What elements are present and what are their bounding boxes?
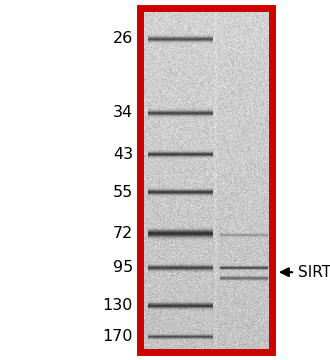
- Bar: [148, 238, 213, 239]
- Text: 95: 95: [113, 260, 133, 275]
- Bar: [148, 227, 213, 228]
- Bar: [148, 239, 213, 240]
- Bar: [148, 232, 213, 233]
- Text: 130: 130: [103, 298, 133, 313]
- Bar: [148, 236, 213, 237]
- Bar: [148, 229, 213, 230]
- Bar: [148, 230, 213, 231]
- Text: 55: 55: [113, 185, 133, 199]
- Text: 43: 43: [113, 147, 133, 162]
- Text: 170: 170: [103, 329, 133, 344]
- Bar: [140, 8, 272, 352]
- Text: SIRT1: SIRT1: [298, 265, 330, 280]
- Text: 26: 26: [113, 31, 133, 46]
- Bar: [148, 231, 213, 232]
- Bar: [148, 235, 213, 236]
- Bar: [148, 226, 213, 227]
- Text: 72: 72: [113, 226, 133, 241]
- Bar: [148, 237, 213, 238]
- Text: 34: 34: [113, 105, 133, 120]
- Bar: [148, 233, 213, 234]
- Bar: [148, 234, 213, 235]
- Bar: [148, 228, 213, 229]
